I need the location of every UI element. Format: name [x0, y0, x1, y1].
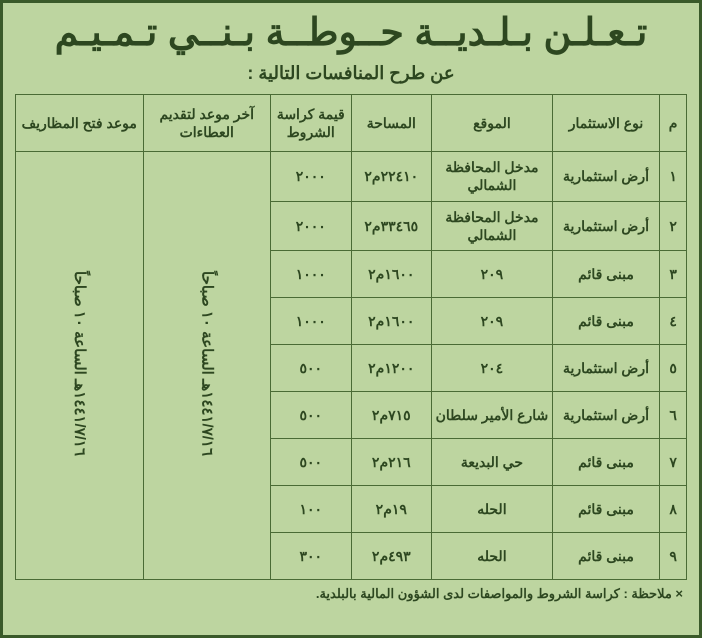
cell-location: شارع الأمير سلطان	[432, 391, 553, 438]
cell-num: ٩	[660, 532, 687, 579]
cell-area: ١٦٠٠م٢	[351, 250, 432, 297]
table-row: ١أرض استثماريةمدخل المحافظة الشمالي٢٢٤١٠…	[16, 152, 687, 201]
cell-area: ١٩م٢	[351, 485, 432, 532]
cell-type: مبنى قائم	[552, 485, 659, 532]
cell-type: أرض استثمارية	[552, 152, 659, 201]
deadline-text: ١٤٤١/٧/١٦هـ الساعة ١٠ صباحاً	[196, 271, 217, 456]
header-deadline: آخر موعد لتقديم العطاءات	[143, 94, 270, 151]
cell-type: مبنى قائم	[552, 438, 659, 485]
cell-type: مبنى قائم	[552, 250, 659, 297]
cell-area: ٧١٥م٢	[351, 391, 432, 438]
cell-area: ١٢٠٠م٢	[351, 344, 432, 391]
cell-type: مبنى قائم	[552, 532, 659, 579]
subtitle: عن طرح المنافسات التالية :	[15, 63, 687, 84]
cell-location: الحله	[432, 485, 553, 532]
cell-area: ٢١٦م٢	[351, 438, 432, 485]
cell-num: ٤	[660, 297, 687, 344]
cell-type: مبنى قائم	[552, 297, 659, 344]
cell-location: مدخل المحافظة الشمالي	[432, 152, 553, 201]
header-price: قيمة كراسة الشروط	[271, 94, 352, 151]
header-num: م	[660, 94, 687, 151]
cell-num: ٣	[660, 250, 687, 297]
cell-area: ١٦٠٠م٢	[351, 297, 432, 344]
cell-location: حي البديعة	[432, 438, 553, 485]
cell-price: ٢٠٠٠	[271, 201, 352, 250]
cell-price: ٣٠٠	[271, 532, 352, 579]
cell-location: الحله	[432, 532, 553, 579]
cell-open: ١٤٤١/٧/١٦هـ الساعة ١٠ صباحاً	[16, 152, 144, 580]
cell-num: ٢	[660, 201, 687, 250]
cell-location: ٢٠٩	[432, 297, 553, 344]
header-area: المساحة	[351, 94, 432, 151]
cell-price: ١٠٠	[271, 485, 352, 532]
cell-price: ١٠٠٠	[271, 297, 352, 344]
cell-price: ٥٠٠	[271, 391, 352, 438]
cell-location: مدخل المحافظة الشمالي	[432, 201, 553, 250]
main-title: تـعـلـن بـلـديــة حــوطــة بـنــي تـمـيـ…	[15, 13, 687, 55]
cell-num: ٥	[660, 344, 687, 391]
announcement-frame: تـعـلـن بـلـديــة حــوطــة بـنــي تـمـيـ…	[0, 0, 702, 638]
cell-num: ٦	[660, 391, 687, 438]
cell-num: ٨	[660, 485, 687, 532]
cell-price: ١٠٠٠	[271, 250, 352, 297]
cell-price: ٥٠٠	[271, 438, 352, 485]
cell-deadline: ١٤٤١/٧/١٦هـ الساعة ١٠ صباحاً	[143, 152, 270, 580]
table-header-row: م نوع الاستثمار الموقع المساحة قيمة كراس…	[16, 94, 687, 151]
cell-area: ٣٣٤٦٥م٢	[351, 201, 432, 250]
cell-area: ٤٩٣م٢	[351, 532, 432, 579]
cell-type: أرض استثمارية	[552, 201, 659, 250]
cell-price: ٥٠٠	[271, 344, 352, 391]
header-type: نوع الاستثمار	[552, 94, 659, 151]
cell-type: أرض استثمارية	[552, 344, 659, 391]
cell-num: ١	[660, 152, 687, 201]
cell-price: ٢٠٠٠	[271, 152, 352, 201]
cell-num: ٧	[660, 438, 687, 485]
header-location: الموقع	[432, 94, 553, 151]
note-text: × ملاحظة : كراسة الشروط والمواصفات لدى ا…	[15, 586, 687, 602]
header-open: موعد فتح المظاريف	[16, 94, 144, 151]
tenders-table: م نوع الاستثمار الموقع المساحة قيمة كراس…	[15, 94, 687, 580]
cell-type: أرض استثمارية	[552, 391, 659, 438]
open-text: ١٤٤١/٧/١٦هـ الساعة ١٠ صباحاً	[69, 271, 90, 456]
cell-area: ٢٢٤١٠م٢	[351, 152, 432, 201]
cell-location: ٢٠٤	[432, 344, 553, 391]
cell-location: ٢٠٩	[432, 250, 553, 297]
